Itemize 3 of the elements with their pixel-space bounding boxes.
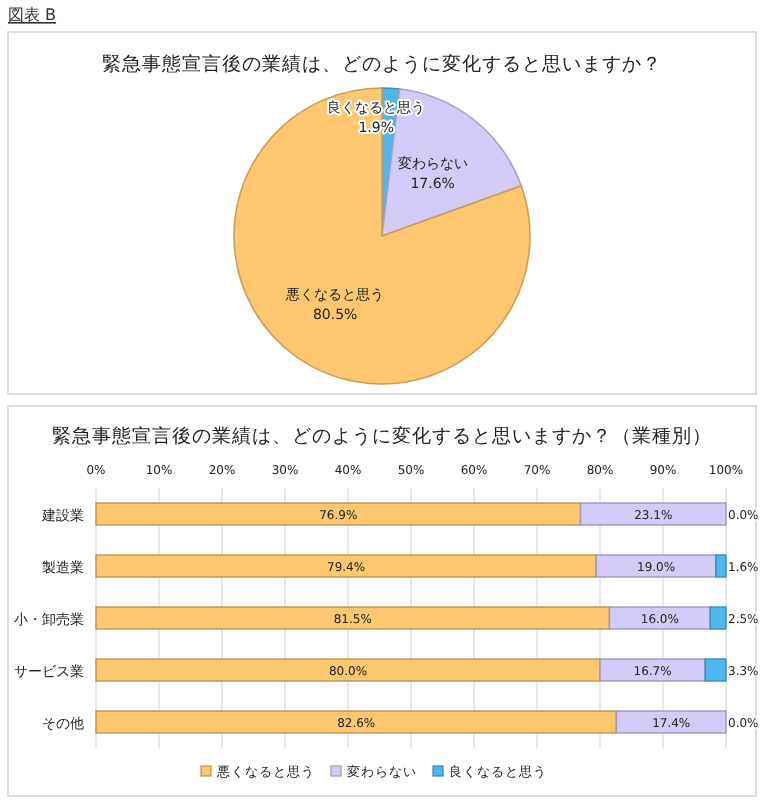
text: 図表 B <box>8 6 57 24</box>
chart-title: 緊急事態宣言後の業績は、どのように変化すると思いますか？（業種別） <box>52 424 712 448</box>
chart-title: 緊急事態宣言後の業績は、どのように変化すると思いますか？ <box>102 52 662 76</box>
